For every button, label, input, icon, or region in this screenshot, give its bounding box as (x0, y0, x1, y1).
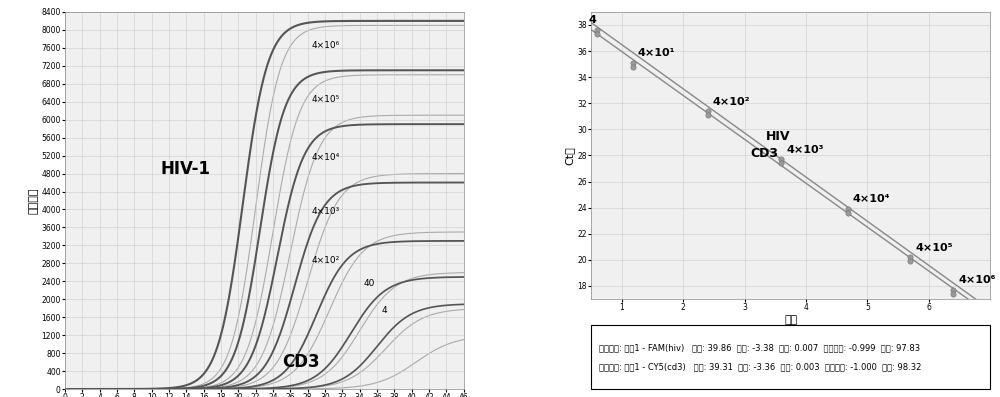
Text: 4×10⁶: 4×10⁶ (312, 41, 340, 50)
Text: CD3: CD3 (751, 147, 779, 160)
Text: HIV-1: HIV-1 (160, 160, 210, 177)
X-axis label: 浓度: 浓度 (784, 315, 797, 325)
Text: 4×10⁴: 4×10⁴ (853, 195, 890, 204)
Text: 4×10³: 4×10³ (786, 145, 824, 155)
Text: 检测项目: 项目1 - CY5(cd3)   截距: 39.31  斜率: -3.36  误差: 0.003  相关系数: -1.000  效率: 98.32: 检测项目: 项目1 - CY5(cd3) 截距: 39.31 斜率: -3.36… (599, 362, 922, 371)
Text: 4: 4 (381, 306, 387, 315)
Text: 40: 40 (364, 279, 375, 288)
Text: 检测项目: 项目1 - FAM(hiv)   截距: 39.86  斜率: -3.38  误差: 0.007  相关系数: -0.999  效率: 97.83: 检测项目: 项目1 - FAM(hiv) 截距: 39.86 斜率: -3.38… (599, 343, 920, 352)
Point (902, 258, 918, 264)
Point (773, 156, 789, 162)
Text: 4×10¹: 4×10¹ (638, 48, 675, 58)
Point (945, 287, 961, 293)
Text: 4×10⁶: 4×10⁶ (958, 275, 995, 285)
Point (840, 206, 856, 212)
Text: 4: 4 (588, 15, 596, 25)
Point (625, 60, 641, 66)
Y-axis label: Ct值: Ct值 (565, 146, 575, 165)
Point (700, 108, 716, 114)
Text: 4×10⁵: 4×10⁵ (312, 95, 340, 104)
Text: CD3: CD3 (282, 353, 319, 371)
FancyBboxPatch shape (591, 325, 990, 389)
Point (773, 160, 789, 166)
Point (700, 112, 716, 118)
Point (840, 210, 856, 216)
Point (625, 64, 641, 70)
Point (589, 27, 605, 33)
Point (589, 31, 605, 37)
Y-axis label: 荧光强度: 荧光强度 (29, 187, 39, 214)
Point (945, 291, 961, 297)
Text: 4×10⁵: 4×10⁵ (915, 243, 953, 252)
Text: 4×10³: 4×10³ (312, 207, 340, 216)
Text: 4×10²: 4×10² (713, 96, 750, 106)
Point (902, 254, 918, 260)
Text: 4×10²: 4×10² (312, 256, 340, 265)
Text: HIV: HIV (766, 130, 791, 143)
Text: 4×10⁴: 4×10⁴ (312, 153, 340, 162)
